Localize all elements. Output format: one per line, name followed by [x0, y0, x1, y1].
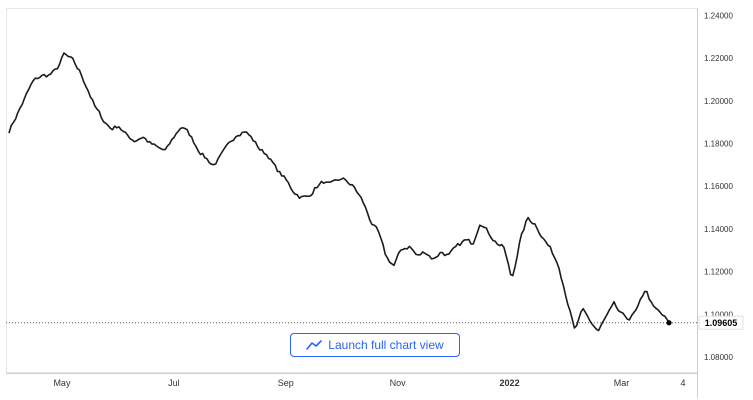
x-axis-ticks: May Jul Sep Nov 2022 Mar 4: [53, 378, 685, 388]
last-price-label: 1.09605: [705, 318, 738, 328]
plot-frame: [6, 8, 698, 373]
y-tick-label: 1.14000: [704, 225, 733, 234]
series-line: [8, 52, 670, 332]
y-tick-label: 1.16000: [704, 182, 733, 191]
y-tick-label: 1.20000: [704, 97, 733, 106]
x-tick-label: Nov: [390, 378, 407, 388]
launch-full-chart-button[interactable]: Launch full chart view: [290, 333, 460, 357]
launch-full-chart-label: Launch full chart view: [328, 338, 444, 352]
x-tick-label: Mar: [614, 378, 630, 388]
x-tick-label: Jul: [168, 378, 180, 388]
y-tick-label: 1.22000: [704, 54, 733, 63]
last-point-marker: [666, 320, 672, 326]
y-tick-label: 1.18000: [704, 140, 733, 149]
y-tick-label: 1.12000: [704, 268, 733, 277]
y-tick-label: 1.10000: [704, 310, 733, 319]
last-price-tag: 1.09605: [698, 315, 744, 330]
x-tick-label: Sep: [278, 378, 294, 388]
x-tick-label: 2022: [500, 378, 520, 388]
y-tick-label: 1.24000: [704, 11, 733, 20]
x-tick-label: 4: [681, 378, 686, 388]
y-axis-ticks: 1.24000 1.22000 1.20000 1.18000 1.16000 1.140…: [704, 11, 733, 362]
trend-line-icon: [306, 340, 323, 350]
y-tick-label: 1.08000: [704, 353, 733, 362]
x-tick-label: May: [53, 378, 71, 388]
